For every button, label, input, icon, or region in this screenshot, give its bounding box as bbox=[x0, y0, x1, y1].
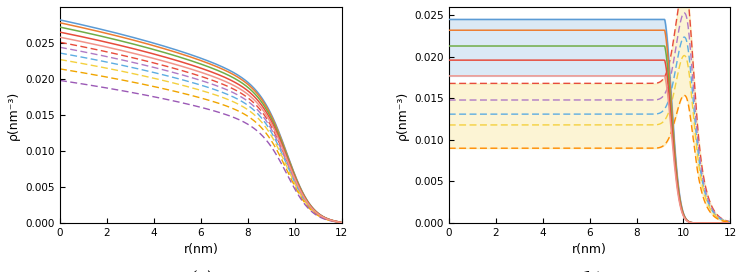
Text: (b): (b) bbox=[578, 271, 601, 272]
Y-axis label: ρ(nm⁻³): ρ(nm⁻³) bbox=[7, 90, 20, 140]
X-axis label: r(nm): r(nm) bbox=[572, 243, 607, 256]
Text: (a): (a) bbox=[190, 271, 212, 272]
X-axis label: r(nm): r(nm) bbox=[184, 243, 218, 256]
Y-axis label: ρ(nm⁻³): ρ(nm⁻³) bbox=[396, 90, 408, 140]
